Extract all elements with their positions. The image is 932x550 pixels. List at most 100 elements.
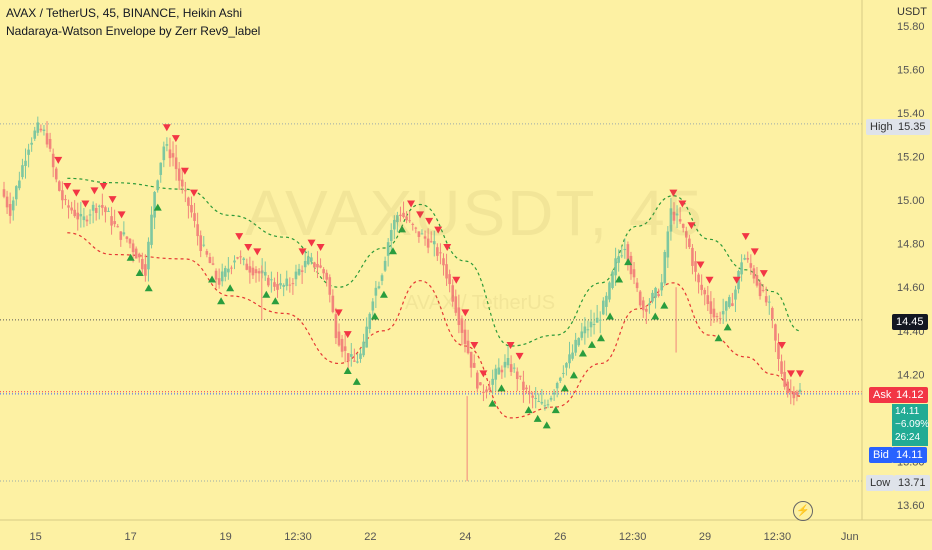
candle-body: [33, 130, 37, 139]
time-tick-label: 24: [459, 531, 471, 543]
sell-signal-marker: [461, 309, 470, 317]
ask-tag-value: 14.12: [892, 387, 928, 403]
buy-signal-marker: [606, 312, 615, 320]
sell-signal-marker: [506, 342, 515, 350]
lightning-icon[interactable]: ⚡: [793, 501, 813, 521]
candle-body: [119, 231, 123, 240]
candle-body: [657, 294, 660, 297]
candle-body: [273, 282, 276, 287]
candle-body: [239, 256, 242, 258]
candle-body: [648, 303, 651, 306]
buy-signal-marker: [271, 297, 280, 305]
candle-body: [442, 258, 445, 266]
candle-body: [626, 244, 630, 263]
candle-body: [666, 231, 670, 258]
candle-body: [405, 216, 408, 221]
candle-body: [571, 352, 574, 359]
candle-body: [236, 257, 239, 259]
candle-body: [356, 361, 359, 363]
candle-body: [64, 199, 67, 201]
candle-body: [85, 219, 89, 222]
chart-title[interactable]: AVAX / TetherUS, 45, BINANCE, Heikin Ash…: [6, 6, 243, 20]
candle-body: [91, 204, 95, 211]
candle-body: [97, 205, 101, 207]
candle-body: [651, 292, 654, 302]
buy-signal-marker: [597, 334, 605, 342]
candle-body: [371, 301, 375, 311]
sell-signal-marker: [117, 211, 126, 219]
candle-body: [528, 392, 531, 394]
sell-signal-marker: [669, 189, 678, 197]
candle-body: [73, 209, 76, 217]
sell-signal-marker: [434, 226, 443, 234]
sell-signal-marker: [316, 244, 325, 252]
sell-signal-marker: [108, 196, 117, 204]
candle-body: [515, 371, 519, 380]
sell-signal-marker: [452, 276, 461, 284]
candle-body: [180, 179, 184, 187]
candle-body: [488, 387, 491, 391]
low-tag-value: 13.71: [894, 475, 930, 491]
candle-body: [300, 270, 304, 272]
candle-body: [755, 275, 759, 286]
candle-body: [734, 289, 737, 300]
candle-body: [475, 372, 479, 389]
candle-body: [429, 241, 433, 243]
candle-body: [728, 297, 731, 307]
candle-body: [107, 210, 110, 212]
sell-signal-marker: [99, 183, 108, 191]
buy-signal-marker: [370, 312, 379, 320]
candle-body: [380, 275, 384, 281]
low-tag-label: Low: [866, 475, 895, 491]
candle-body: [525, 387, 528, 390]
time-tick-label: 17: [125, 531, 137, 543]
candle-body: [503, 361, 507, 368]
sell-signal-marker: [678, 200, 687, 208]
candle-body: [282, 284, 285, 287]
candle-body: [134, 248, 138, 259]
sell-signal-marker: [72, 189, 81, 197]
candle-body: [555, 383, 559, 389]
sell-signal-marker: [705, 276, 714, 284]
candle-body: [549, 397, 553, 400]
candle-body: [721, 311, 725, 315]
candle-body: [313, 262, 316, 268]
candle-body: [346, 353, 350, 362]
candle-body: [611, 271, 614, 288]
candle-body: [466, 340, 470, 354]
candle-body: [402, 212, 405, 218]
time-tick-label: 26: [554, 531, 566, 543]
candle-body: [780, 361, 783, 374]
candle-body: [562, 372, 565, 374]
sell-signal-marker: [235, 233, 244, 241]
candle-body: [331, 295, 335, 313]
buy-signal-marker: [208, 275, 217, 283]
candle-body: [712, 308, 716, 318]
candle-body: [104, 207, 107, 213]
candle-body: [248, 266, 252, 273]
buy-signal-marker: [723, 323, 732, 331]
indicator-label[interactable]: Nadaraya-Watson Envelope by Zerr Rev9_la…: [6, 24, 261, 38]
symbol-watermark: AVAXUSDT, 45: [245, 177, 705, 249]
price-tick-label: 15.40: [897, 108, 925, 120]
candle-body: [669, 208, 673, 232]
candle-body: [792, 391, 796, 399]
candle-body: [199, 235, 202, 252]
candle-body: [678, 219, 682, 222]
buy-signal-marker: [524, 406, 533, 414]
candle-body: [445, 264, 448, 279]
buy-signal-marker: [615, 275, 624, 283]
candle-body: [408, 220, 411, 222]
candle-body: [565, 363, 568, 368]
candle-body: [61, 190, 64, 201]
candle-body: [675, 213, 679, 216]
candle-body: [777, 342, 780, 359]
candle-body: [764, 296, 768, 303]
candle-body: [322, 269, 325, 274]
candle-body: [11, 200, 15, 211]
candle-body: [267, 277, 270, 286]
candle-body: [303, 260, 307, 268]
candle-body: [758, 282, 762, 297]
candle-body: [411, 223, 415, 225]
